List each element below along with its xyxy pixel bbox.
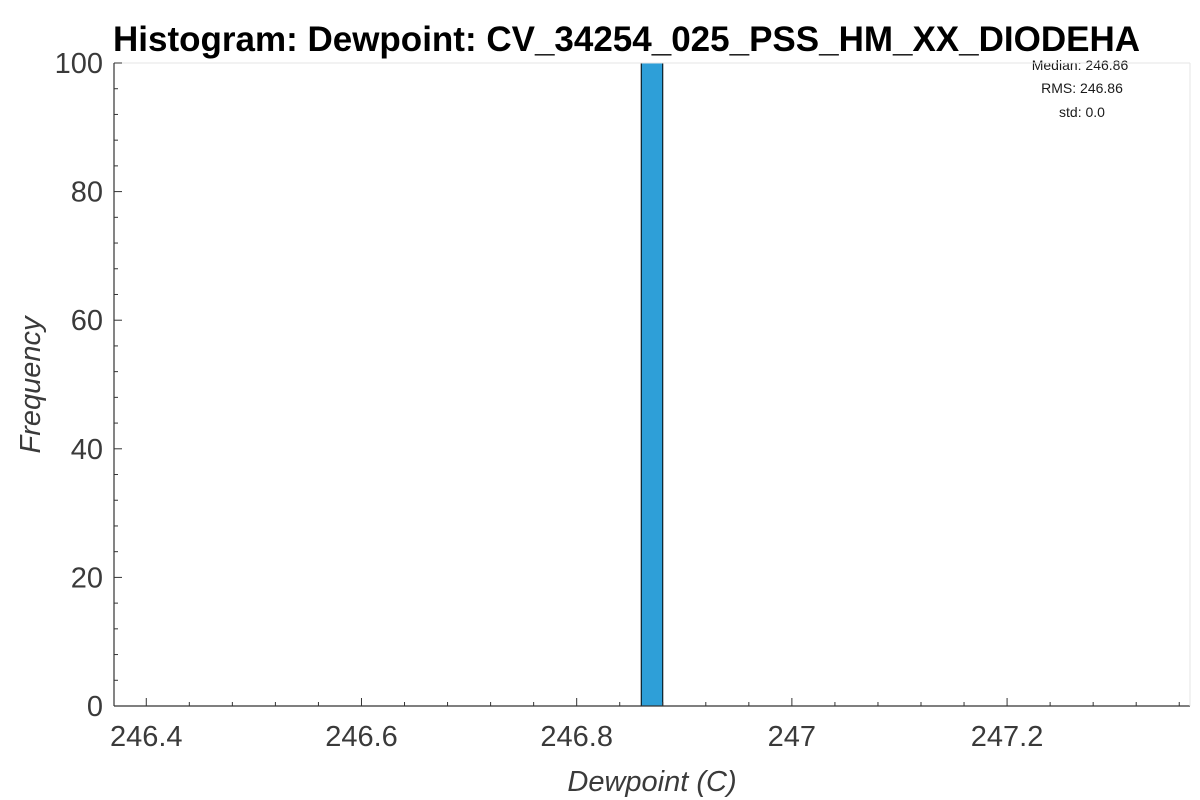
- x-tick-label: 247.2: [971, 721, 1044, 753]
- bars-group: [640, 62, 664, 707]
- y-tick-label: 80: [71, 177, 103, 209]
- stats-rms: RMS: 246.86: [1041, 80, 1123, 96]
- x-tick-label: 246.6: [325, 721, 398, 753]
- x-tick-label: 246.4: [110, 721, 183, 753]
- histogram-bar: [640, 62, 664, 707]
- y-tick-label: 60: [71, 305, 103, 337]
- chart-title: Histogram: Dewpoint: CV_34254_025_PSS_HM…: [113, 20, 1140, 59]
- y-ticks: 0 20 40 60 80 100: [55, 48, 122, 723]
- x-axis-label: Dewpoint (C): [567, 766, 736, 798]
- x-ticks: 246.4 246.6 246.8 247 247.2: [110, 698, 1180, 753]
- stats-median: Median: 246.86: [1032, 57, 1129, 73]
- y-axis-label: Frequency: [15, 315, 47, 454]
- x-tick-label: 246.8: [540, 721, 613, 753]
- axes: [113, 62, 1191, 707]
- y-tick-label: 40: [71, 434, 103, 466]
- stats-box: Median: 246.86 RMS: 246.86 std: 0.0: [1032, 57, 1129, 120]
- y-tick-label: 20: [71, 562, 103, 594]
- y-tick-label: 100: [55, 48, 103, 80]
- stats-std: std: 0.0: [1059, 104, 1105, 120]
- x-tick-label: 247: [768, 721, 816, 753]
- y-tick-label: 0: [87, 691, 103, 723]
